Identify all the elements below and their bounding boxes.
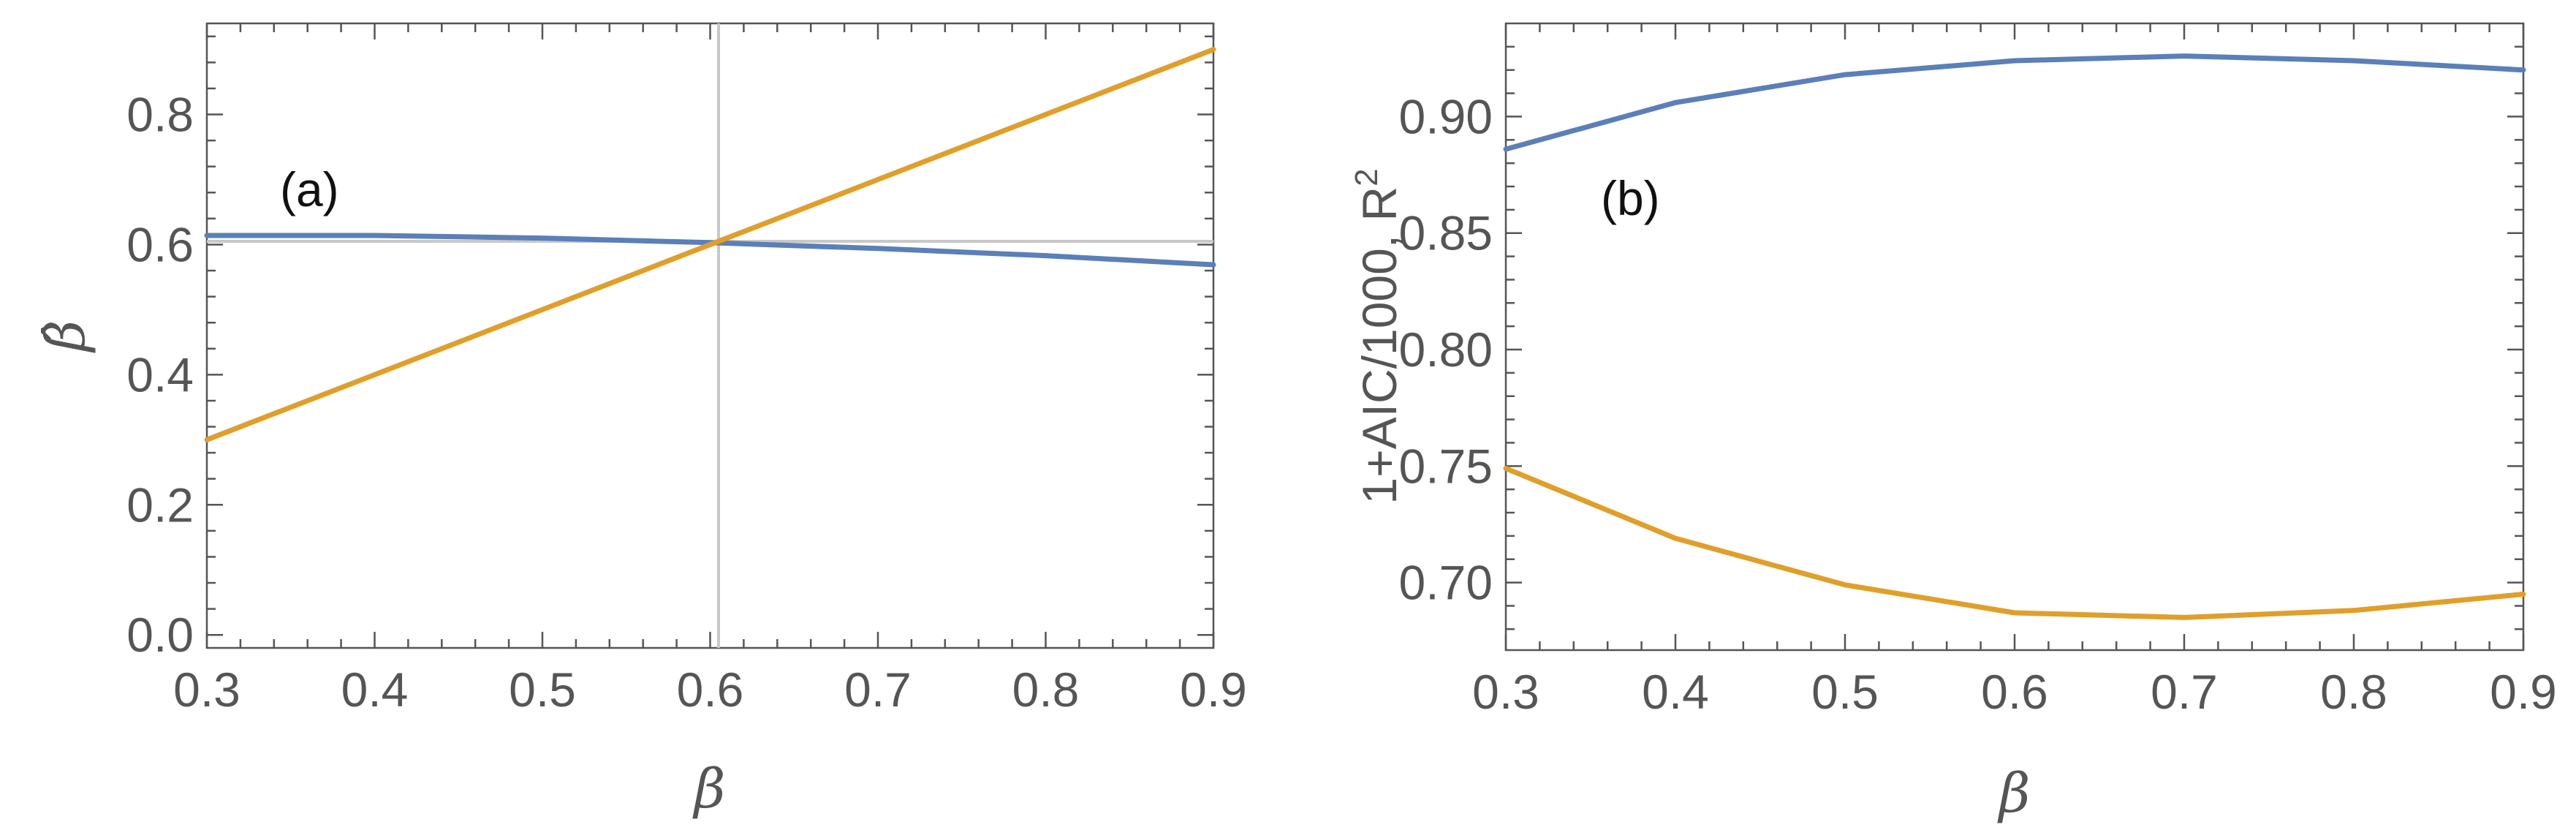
x-tick-label-b: 0.8 [2320, 665, 2387, 719]
series-line-estimate-a [204, 233, 1216, 268]
y-tick-label-b: 0.80 [1399, 322, 1493, 377]
y-tick-label-b: 0.75 [1399, 439, 1493, 493]
series-line-identity-a [204, 47, 1216, 442]
panel-a: 0.3 0.4 0.5 0.6 0.7 0.8 0.9 0.0 0.2 0.4 0.6 0.8 (a… [34, 22, 1247, 820]
y-axis-label-b-sup: 2 [1349, 168, 1384, 186]
series-line-r2-b [1503, 53, 2526, 152]
series-line-1-aic-1000-b [1503, 466, 2526, 620]
panel-b: 0.3 0.4 0.5 0.6 0.7 0.8 0.9 0.700.750.800.850.… [1349, 22, 2557, 825]
x-tick-label-a: 0.6 [677, 663, 744, 717]
y-ticks-a: 0.0 0.2 0.4 0.6 0.8 [126, 88, 1213, 662]
minor-ticks-a [207, 23, 1213, 648]
y-axis-label-a: β̂ [34, 320, 97, 354]
x-tick-label-b: 0.9 [2490, 665, 2557, 719]
y-tick-label-b: 0.85 [1399, 206, 1493, 260]
plot-frame-b [1504, 22, 2525, 652]
y-tick-label-a: 0.0 [126, 608, 194, 662]
x-axis-label-b: β [1997, 762, 2031, 825]
x-tick-label-a: 0.3 [173, 663, 240, 717]
x-tick-label-a: 0.5 [509, 663, 576, 717]
panel-label-a: (a) [280, 162, 339, 216]
y-tick-label-a: 0.2 [126, 478, 194, 532]
x-tick-label-b: 0.4 [1642, 665, 1709, 719]
y-tick-label-a: 0.8 [126, 88, 194, 142]
x-tick-label-b: 0.5 [1811, 665, 1879, 719]
x-tick-label-a: 0.8 [1012, 663, 1080, 717]
series-group-a [204, 47, 1216, 442]
y-tick-label-b: 0.90 [1399, 89, 1493, 143]
y-ticks-b: 0.70 0.75 0.80 0.85 0.90 [1399, 89, 2523, 610]
x-tick-label-a: 0.4 [341, 663, 409, 717]
panel-label-b: (b) [1601, 171, 1660, 225]
y-tick-label-a: 0.4 [126, 347, 194, 401]
plot-frame-a [205, 22, 1215, 649]
y-axis-label-b: 1+AIC/1000, R2 [1349, 168, 1406, 504]
reference-lines-a [207, 23, 1213, 648]
y-tick-label-b: 0.70 [1399, 556, 1493, 610]
y-axis-label-b-main: 1+AIC/1000, R [1352, 186, 1406, 505]
x-tick-label-b: 0.3 [1472, 665, 1539, 719]
x-tick-label-a: 0.9 [1180, 663, 1247, 717]
minor-ticks-b [1506, 23, 2523, 650]
x-tick-label-a: 0.7 [844, 663, 912, 717]
x-axis-label-a: β [692, 758, 726, 820]
y-tick-label-a: 0.6 [126, 217, 194, 271]
x-ticks-a: 0.3 0.4 0.5 0.6 0.7 0.8 0.9 [173, 23, 1247, 717]
x-ticks-b: 0.3 0.4 0.5 0.6 0.7 0.8 0.9 [1472, 23, 2557, 719]
x-tick-label-b: 0.7 [2151, 665, 2218, 719]
series-group-b [1503, 53, 2526, 620]
x-tick-label-b: 0.6 [1981, 665, 2048, 719]
